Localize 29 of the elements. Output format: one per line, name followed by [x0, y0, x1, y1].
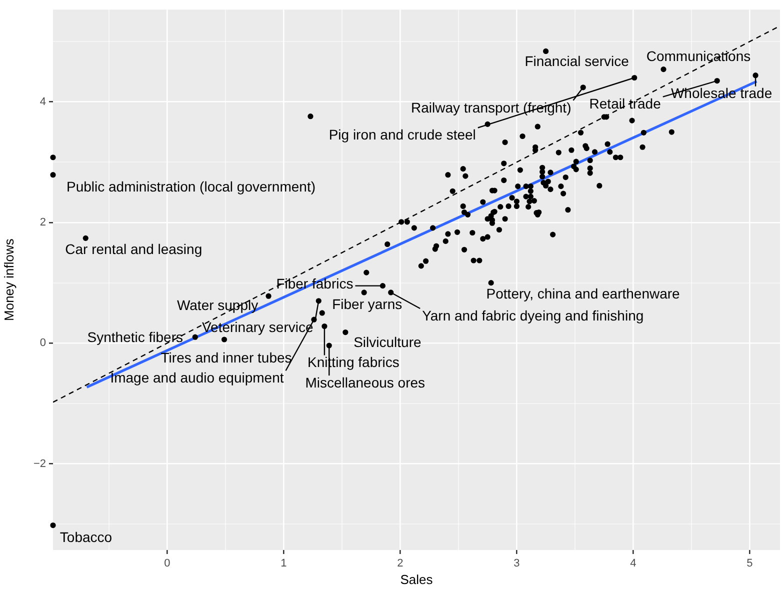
x-tick-label: 5 — [746, 558, 753, 570]
annotation: Tires and inner tubes — [160, 349, 292, 366]
annotation: Synthetic fibers — [87, 328, 183, 345]
annotation: Fiber yarns — [332, 296, 402, 312]
annotation: Communications — [646, 48, 751, 64]
x-tick-label: 1 — [280, 558, 287, 570]
y-tick-label: 2 — [40, 216, 46, 229]
annotation: Water supply — [176, 296, 258, 313]
x-tick-label: 2 — [397, 558, 404, 570]
x-tick-label: 3 — [514, 558, 520, 570]
y-tick-label: 4 — [40, 96, 46, 108]
annotation: Tobacco — [60, 529, 112, 546]
annotation: Fiber fabrics — [276, 276, 354, 292]
annotation: Silviculture — [354, 334, 422, 350]
annotation: Car rental and leasing — [65, 241, 202, 258]
y-tick-label: 0 — [40, 337, 46, 350]
annotation: Image and audio equipment — [110, 369, 284, 386]
y-axis-title: Money inflows — [1, 238, 16, 321]
x-tick-label: 0 — [164, 558, 170, 570]
annotation: Yarn and fabric dyeing and finishing — [422, 307, 644, 324]
x-tick-label: 4 — [630, 558, 636, 570]
annotation: Public administration (local government) — [66, 178, 316, 195]
annotation: Pig iron and crude steel — [328, 126, 476, 143]
annotation: Retail trade — [589, 96, 662, 112]
annotation: Financial service — [524, 53, 630, 70]
annotation: Miscellaneous ores — [305, 374, 426, 390]
y-tick-label: −2 — [33, 458, 46, 470]
annotation: Pottery, china and earthenware — [486, 286, 680, 302]
x-axis-title: Sales — [400, 572, 434, 587]
